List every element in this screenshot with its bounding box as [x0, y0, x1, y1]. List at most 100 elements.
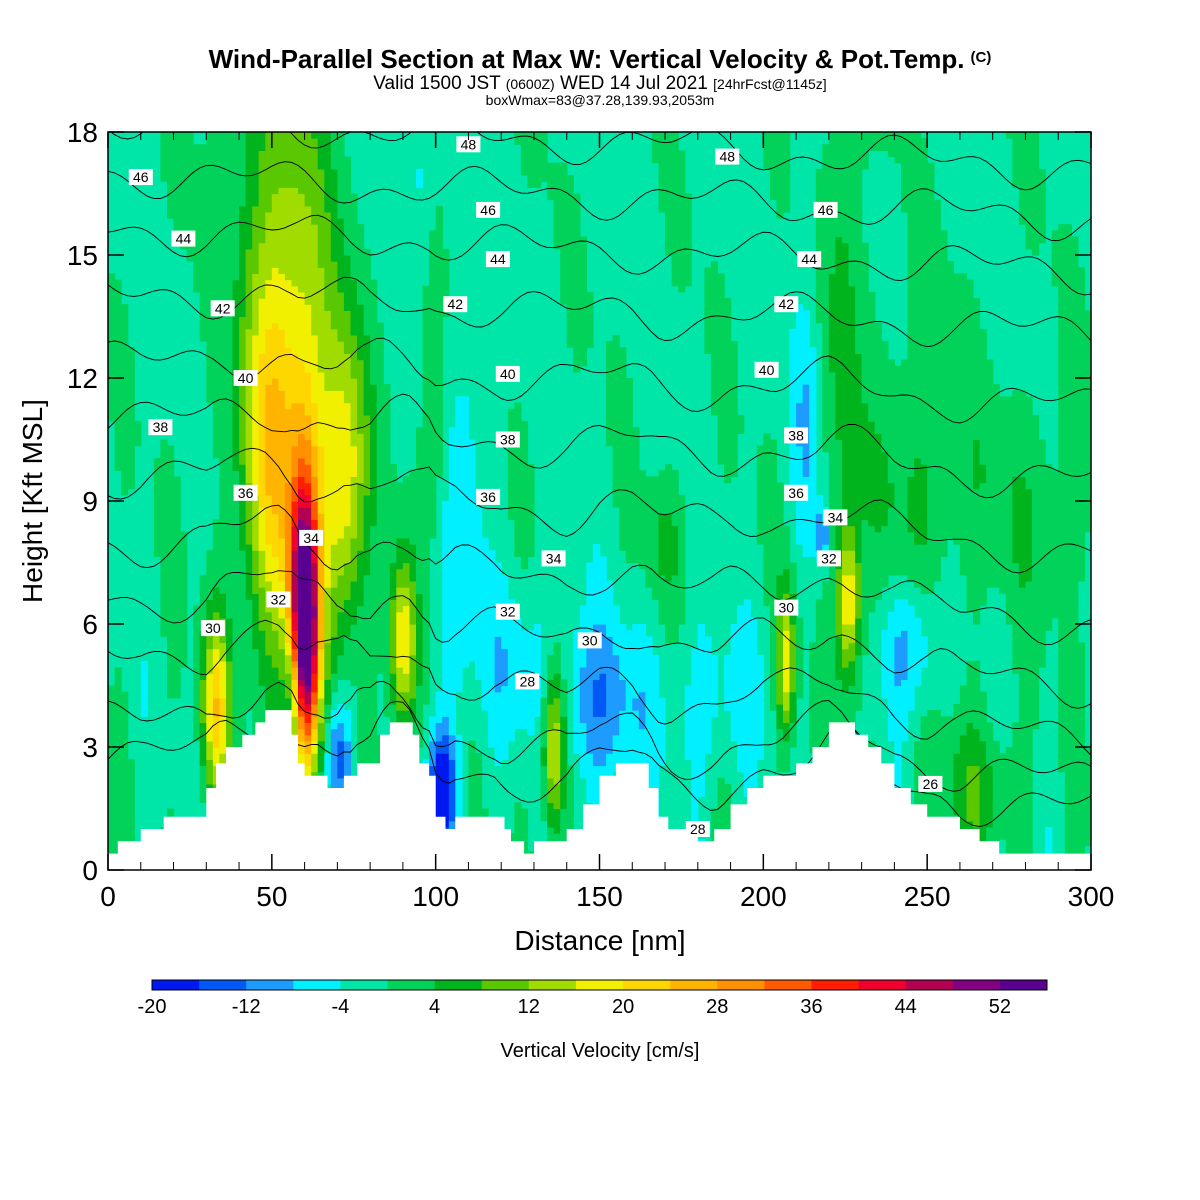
field-cell — [317, 168, 325, 268]
y-tick-label: 18 — [67, 117, 98, 148]
field-cell — [724, 783, 732, 870]
field-cell — [134, 421, 142, 447]
field-cell — [1018, 476, 1027, 588]
field-cell — [212, 648, 221, 668]
field-cell — [743, 599, 751, 797]
field-cell — [343, 255, 352, 311]
field-cell — [206, 132, 214, 404]
field-cell — [894, 599, 902, 637]
x-axis-label: Distance [nm] — [514, 925, 685, 956]
field-cell — [304, 765, 312, 779]
field-cell — [350, 476, 358, 539]
field-cell — [284, 347, 293, 410]
colorbar-tick-label: -12 — [232, 996, 261, 1018]
field-cell — [835, 132, 843, 238]
field-cell — [665, 513, 673, 582]
field-cell — [265, 132, 273, 213]
field-cell — [298, 132, 306, 195]
chart-subtitle: Valid 1500 JST (0600Z) WED 14 Jul 2021 [… — [373, 73, 827, 94]
field-cell — [547, 654, 555, 680]
field-cell — [822, 144, 830, 453]
contour-label-text: 44 — [801, 251, 817, 267]
field-cell — [540, 132, 548, 182]
field-cell — [284, 279, 293, 348]
field-cell — [271, 667, 279, 723]
field-cell — [337, 574, 345, 613]
field-cell — [599, 673, 607, 717]
field-cell — [311, 740, 319, 754]
contour-label-text: 34 — [546, 550, 562, 566]
contour-label-text: 40 — [238, 370, 254, 386]
field-cell — [324, 679, 332, 705]
field-cell — [252, 273, 260, 336]
field-cell — [284, 408, 293, 484]
field-cell — [252, 205, 260, 274]
field-cell — [330, 328, 338, 391]
field-cell — [206, 759, 214, 785]
field-cell — [940, 230, 948, 557]
field-cell — [193, 144, 201, 293]
field-cell — [874, 531, 882, 600]
field-cell — [291, 353, 299, 404]
field-cell — [193, 605, 201, 742]
field-cell — [311, 728, 319, 742]
field-cell — [304, 439, 312, 465]
field-cell — [357, 550, 365, 607]
field-cell — [271, 630, 279, 668]
field-cell — [212, 747, 221, 767]
colorbar-swatch — [481, 980, 530, 990]
field-cell — [442, 753, 450, 828]
field-cell — [402, 476, 411, 539]
field-cell — [239, 316, 247, 465]
contour-label: 46 — [813, 201, 838, 218]
field-cell — [632, 710, 640, 785]
x-tick-label: 100 — [412, 881, 459, 912]
field-cell — [881, 132, 889, 151]
field-cell — [553, 642, 561, 674]
contour-label: 38 — [495, 431, 520, 448]
field-cell — [304, 464, 312, 484]
field-cell — [540, 765, 548, 822]
theta-contour-42 — [108, 276, 1091, 348]
field-cell — [278, 132, 286, 188]
field-cell — [337, 390, 345, 539]
colorbar-tick-label: 52 — [989, 996, 1011, 1018]
terrain-profile — [108, 710, 1091, 870]
field-cell — [999, 753, 1007, 840]
field-cell — [579, 722, 587, 779]
field-cell — [933, 710, 941, 840]
contour-label-text: 32 — [500, 604, 516, 620]
x-tick-label: 300 — [1068, 881, 1115, 912]
field-cell — [1077, 267, 1086, 582]
field-cell — [835, 236, 843, 441]
field-cell — [291, 697, 299, 717]
field-cell — [212, 519, 221, 588]
field-cell — [258, 630, 266, 687]
theta-contour-36 — [108, 447, 1091, 574]
field-cell — [783, 740, 791, 773]
field-cell — [311, 673, 319, 693]
y-tick-label: 9 — [82, 486, 98, 517]
field-cell — [946, 261, 954, 539]
colorbar-swatch — [858, 980, 907, 990]
field-cell — [298, 457, 306, 477]
field-cell — [311, 562, 319, 607]
field-cell — [343, 353, 352, 404]
field-cell — [389, 599, 397, 674]
field-cell — [206, 740, 214, 760]
field-cell — [298, 667, 306, 680]
contour-label-text: 32 — [821, 550, 837, 566]
field-cell — [914, 617, 922, 687]
field-cell — [357, 359, 365, 434]
field-cell — [507, 599, 515, 742]
field-cell — [317, 679, 325, 699]
field-cell — [1012, 390, 1020, 477]
field-cell — [842, 667, 850, 693]
colorbar-tick-label: 44 — [895, 996, 917, 1018]
colorbar-tick-label: 28 — [706, 996, 728, 1018]
field-cell — [330, 728, 338, 797]
field-cell — [245, 544, 253, 600]
field-cell — [881, 451, 889, 527]
field-cell — [160, 132, 168, 182]
field-cell — [363, 334, 371, 416]
